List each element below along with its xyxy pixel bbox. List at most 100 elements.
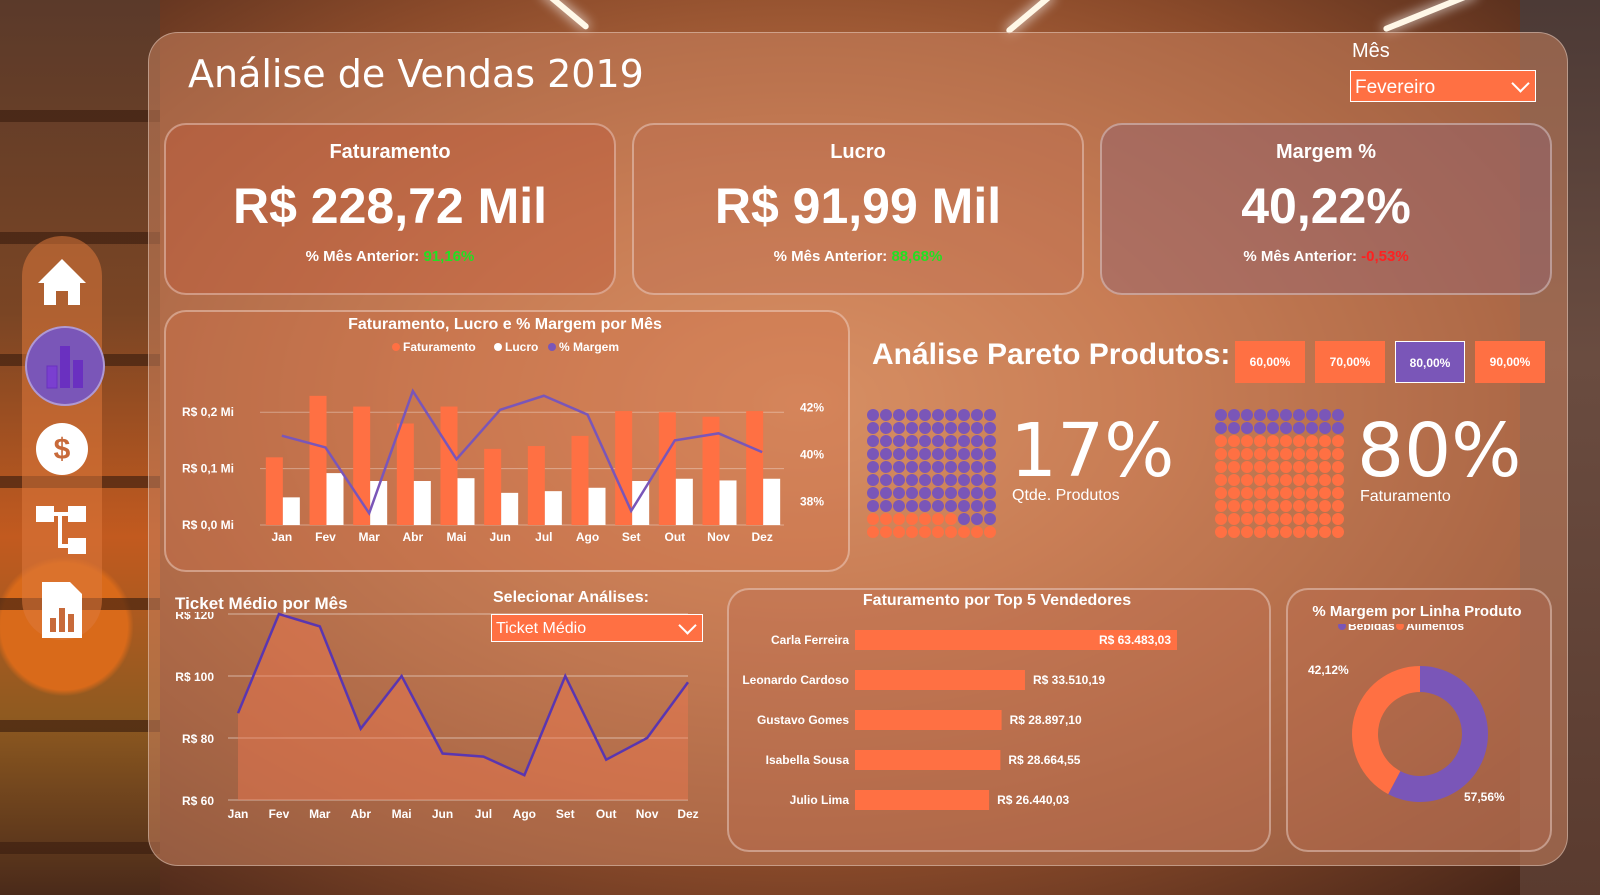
waffle-dot (958, 448, 970, 460)
chevron-down-icon (1511, 74, 1530, 93)
seller-bar (855, 750, 1001, 770)
pareto-button-80[interactable]: 80,00% (1395, 341, 1465, 383)
waffle-dot (893, 422, 905, 434)
waffle-dot (1241, 526, 1253, 538)
line-margem (281, 388, 763, 517)
x-tick-label: Jun (489, 530, 510, 544)
seller-bar (855, 630, 1177, 650)
waffle-dot (1228, 435, 1240, 447)
pareto-button-60[interactable]: 60,00% (1235, 341, 1305, 383)
bar-faturamento (527, 446, 545, 525)
bar-faturamento (615, 411, 633, 525)
waffle-dot (1280, 500, 1292, 512)
waffle-dot (1267, 461, 1279, 473)
waffle-dot (932, 461, 944, 473)
nav-report[interactable] (30, 578, 94, 642)
kpi-comparison: % Mês Anterior: 88,68% (634, 248, 1082, 265)
waffle-dot (1306, 409, 1318, 421)
y-tick-label: R$ 0,0 Mi (182, 518, 234, 532)
bar-lucro (326, 473, 344, 525)
legend-label: Alimentos (1406, 624, 1464, 633)
x-tick-label: Dez (677, 807, 698, 821)
waffle-dot (1332, 409, 1344, 421)
waffle-dot (1280, 448, 1292, 460)
month-select[interactable]: Fevereiro (1350, 70, 1536, 102)
waffle-dot (971, 487, 983, 499)
waffle-dot (906, 409, 918, 421)
waffle-dot (1254, 474, 1266, 486)
analysis-select[interactable]: Ticket Médio (491, 614, 703, 642)
waffle-dot (984, 448, 996, 460)
y-tick-label: R$ 0,1 Mi (182, 462, 234, 476)
waffle-dot (1241, 487, 1253, 499)
waffle-dot (1228, 422, 1240, 434)
nav-hierarchy[interactable] (30, 500, 94, 564)
pareto-button-70[interactable]: 70,00% (1315, 341, 1385, 383)
legend-label: Faturamento (403, 340, 476, 354)
waffle-dot (919, 422, 931, 434)
waffle-dot (1267, 422, 1279, 434)
waffle-dot (893, 500, 905, 512)
bar-lucro (457, 478, 475, 525)
products-label: Qtde. Produtos (1012, 487, 1120, 504)
waffle-dot (971, 513, 983, 525)
kpi-comparison-value: 88,68% (891, 248, 943, 265)
month-select-value: Fevereiro (1355, 77, 1436, 98)
waffle-dot (1228, 513, 1240, 525)
waffle-dot (1215, 409, 1227, 421)
kpi-comparison-value: 91,16% (423, 248, 475, 265)
waffle-dot (1306, 474, 1318, 486)
waffle-dot (1228, 461, 1240, 473)
waffle-dot (1306, 500, 1318, 512)
x-tick-label: Fev (269, 807, 290, 821)
waffle-dot (880, 526, 892, 538)
x-tick-label: Jul (475, 807, 492, 821)
waffle-dot (867, 461, 879, 473)
kpi-comparison: % Mês Anterior: -0,53% (1102, 248, 1550, 265)
x-tick-label: Jan (271, 530, 292, 544)
pareto-button-90[interactable]: 90,00% (1475, 341, 1545, 383)
nav-sales-analysis[interactable] (25, 326, 105, 406)
waffle-dot (880, 500, 892, 512)
donut-label: 42,12% (1308, 663, 1349, 677)
nav-home[interactable] (30, 249, 94, 313)
waffle-dot (880, 487, 892, 499)
waffle-dot (1228, 487, 1240, 499)
y2-tick-label: 40% (800, 448, 824, 462)
waffle-dot (906, 461, 918, 473)
waffle-dot (1306, 487, 1318, 499)
waffle-dot (893, 513, 905, 525)
waffle-dot (1254, 448, 1266, 460)
kpi-card-faturamento: Faturamento R$ 228,72 Mil % Mês Anterior… (164, 123, 616, 295)
svg-text:$: $ (54, 433, 71, 466)
kpi-value: 40,22% (1241, 178, 1411, 234)
waffle-dot (919, 409, 931, 421)
waffle-dot (893, 526, 905, 538)
legend-marker (494, 343, 502, 351)
combo-chart: Faturamento Lucro % Margem R$ 0,0 Mi R$ 0,1 … (182, 340, 824, 544)
waffle-dot (945, 513, 957, 525)
waffle-dot (867, 474, 879, 486)
waffle-dot (1319, 487, 1331, 499)
waffle-dot (906, 435, 918, 447)
waffle-dot (1267, 513, 1279, 525)
waffle-dot (1228, 448, 1240, 460)
waffle-dot (893, 409, 905, 421)
legend-marker (1396, 624, 1404, 630)
bar-faturamento (353, 406, 371, 525)
x-tick-label: Jul (535, 530, 552, 544)
waffle-dot (919, 435, 931, 447)
nav-finance[interactable]: $ (30, 417, 94, 481)
bar-faturamento (702, 416, 720, 525)
pareto-title: Análise Pareto Produtos: (872, 338, 1231, 371)
y-tick-label: R$ 80 (182, 732, 214, 746)
waffle-dot (1332, 435, 1344, 447)
waffle-dot (893, 448, 905, 460)
waffle-dot (984, 513, 996, 525)
waffle-dot (945, 487, 957, 499)
kpi-title: Margem % (1275, 141, 1377, 163)
waffle-dot (1280, 513, 1292, 525)
waffle-dot (932, 422, 944, 434)
legend-marker (392, 343, 400, 351)
y2-tick-label: 42% (800, 401, 824, 415)
